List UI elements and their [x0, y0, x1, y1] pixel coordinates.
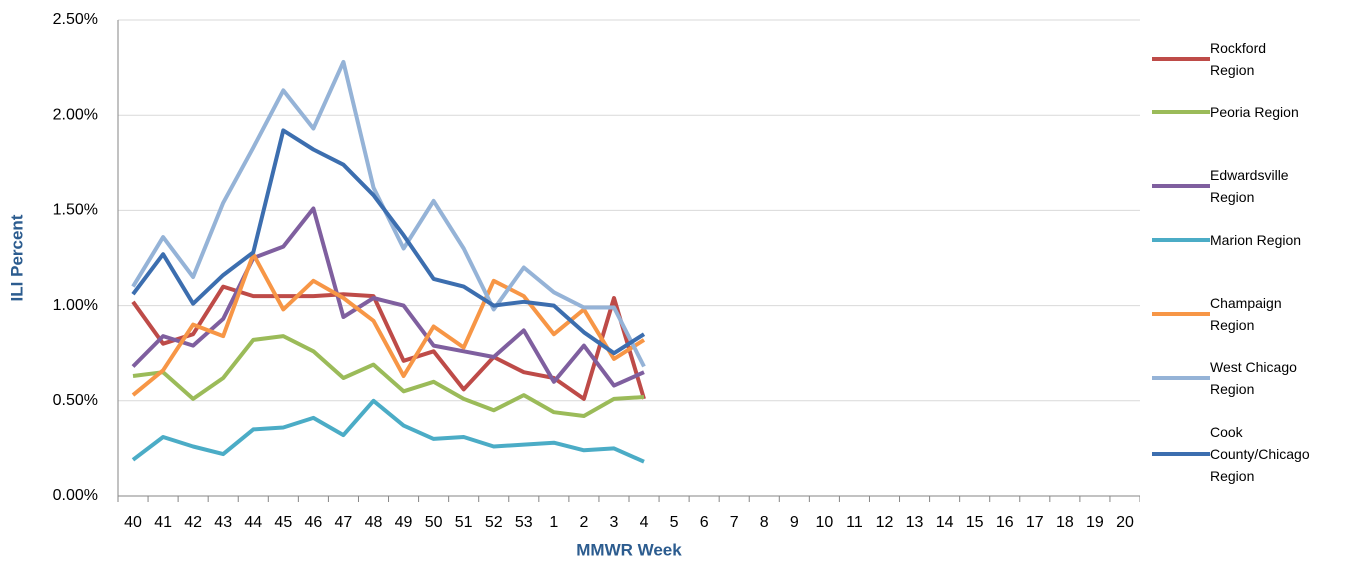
x-tick-label: 1: [549, 514, 558, 531]
x-tick-label: 17: [1026, 514, 1044, 531]
y-tick-label: 1.50%: [53, 202, 98, 219]
series-line: [131, 398, 645, 464]
x-tick-label: 41: [154, 514, 172, 531]
y-tick-label: 0.50%: [53, 392, 98, 409]
x-tick-label: 45: [274, 514, 292, 531]
series-line: [132, 334, 645, 418]
x-tick-label: 50: [425, 514, 443, 531]
x-tick-label: 43: [214, 514, 232, 531]
x-tick-label: 47: [335, 514, 353, 531]
x-tick-label: 5: [670, 514, 679, 531]
legend-swatch: [1152, 452, 1210, 456]
x-tick-label: 11: [846, 514, 863, 531]
x-tick-label: 40: [124, 514, 142, 531]
series-line: [131, 252, 646, 397]
legend-label: Edwardsville Region: [1210, 167, 1289, 205]
x-tick-label: 42: [184, 514, 202, 531]
legend-swatch: [1152, 238, 1210, 242]
legend-item: West Chicago Region: [1152, 346, 1306, 410]
legend-item: Rockford Region: [1152, 27, 1306, 91]
legend-label: Cook County/Chicago Region: [1210, 424, 1310, 484]
x-tick-label: 4: [640, 514, 649, 531]
series-line: [131, 206, 645, 388]
legend-item: Marion Region: [1152, 208, 1306, 272]
legend-item: Peoria Region: [1152, 80, 1306, 144]
x-tick-label: 49: [395, 514, 413, 531]
legend-swatch: [1152, 312, 1210, 316]
x-tick-label: 15: [966, 514, 984, 531]
x-axis-title: MMWR Week: [576, 540, 682, 559]
x-tick-label: 20: [1116, 514, 1134, 531]
legend-label: Peoria Region: [1210, 104, 1299, 120]
y-axis-title: ILI Percent: [7, 214, 26, 301]
x-tick-label: 52: [485, 514, 503, 531]
x-tick-label: 12: [876, 514, 894, 531]
x-tick-label: 16: [996, 514, 1014, 531]
legend-swatch: [1152, 376, 1210, 380]
x-tick-label: 53: [515, 514, 533, 531]
x-tick-label: 13: [906, 514, 924, 531]
y-tick-label: 2.00%: [53, 106, 98, 123]
x-tick-label: 48: [365, 514, 383, 531]
x-tick-label: 8: [760, 514, 769, 531]
legend-item: Cook County/Chicago Region: [1152, 422, 1310, 486]
x-tick-label: 10: [815, 514, 833, 531]
plot: ILI Percent MMWR Week 0.00% 0.50% 1.00% 1.5…: [7, 11, 1140, 559]
y-tick-label: 0.00%: [53, 487, 98, 504]
legend-label: Marion Region: [1210, 232, 1302, 248]
y-tick-label: 2.50%: [53, 11, 98, 28]
x-tick-label: 9: [790, 514, 799, 531]
x-tick-label: 19: [1086, 514, 1104, 531]
legend-item: Champaign Region: [1152, 282, 1306, 346]
legend-label: West Chicago Region: [1210, 359, 1297, 397]
legend-label: Rockford Region: [1210, 40, 1267, 78]
legend-label: Champaign Region: [1210, 295, 1282, 333]
series-line: [131, 128, 646, 356]
y-tick-label: 1.00%: [53, 297, 98, 314]
x-tick-label: 2: [579, 514, 588, 531]
x-tick-label: 14: [936, 514, 954, 531]
x-tick-label: 46: [304, 514, 322, 531]
legend-swatch: [1152, 57, 1210, 61]
legend-swatch: [1152, 110, 1210, 114]
legend-item: Edwardsville Region: [1152, 154, 1306, 218]
series-line: [131, 284, 646, 401]
x-tick-label: 6: [700, 514, 709, 531]
x-tick-label: 51: [455, 514, 473, 531]
x-tick-label: 44: [244, 514, 262, 531]
x-tick-label: 7: [730, 514, 739, 531]
x-tick-label: 18: [1056, 514, 1074, 531]
x-tick-label: 3: [610, 514, 619, 531]
legend-swatch: [1152, 184, 1210, 188]
